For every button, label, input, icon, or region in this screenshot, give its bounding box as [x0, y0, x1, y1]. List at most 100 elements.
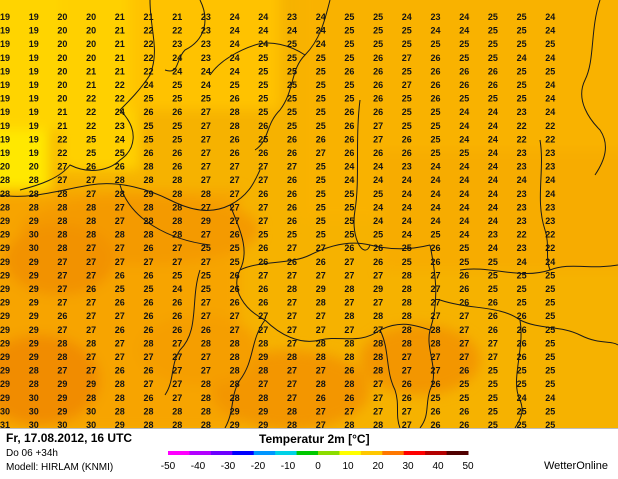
temperature-value: 24	[545, 26, 555, 36]
temperature-value: 20	[86, 39, 96, 49]
temperature-value: 28	[344, 379, 354, 389]
temperature-value: 26	[459, 80, 469, 90]
temperature-value: 27	[172, 257, 182, 267]
temperature-value: 19	[29, 53, 39, 63]
temperature-value: 27	[201, 162, 211, 172]
temperature-value: 27	[115, 257, 125, 267]
temperature-value: 24	[172, 53, 182, 63]
temperature-value: 27	[316, 243, 326, 253]
temperature-value: 26	[230, 94, 240, 104]
temperature-value: 28	[143, 202, 153, 212]
temperature-value: 25	[430, 121, 440, 131]
temperature-value: 21	[115, 12, 125, 22]
temperature-value: 23	[545, 148, 555, 158]
temperature-value: 23	[430, 12, 440, 22]
temperature-value: 24	[430, 202, 440, 212]
temperature-value: 27	[86, 270, 96, 280]
temperature-value: 25	[316, 175, 326, 185]
color-scale-tick-label: -30	[221, 461, 236, 472]
temperature-value: 27	[287, 311, 297, 321]
temperature-value: 26	[459, 270, 469, 280]
temperature-value: 25	[344, 80, 354, 90]
temperature-value: 27	[201, 257, 211, 267]
temperature-value: 19	[0, 53, 10, 63]
temperature-value: 27	[201, 175, 211, 185]
temperature-value: 24	[201, 80, 211, 90]
temperature-value: 27	[373, 406, 383, 416]
temperature-value: 27	[430, 366, 440, 376]
temperature-value: 20	[57, 12, 67, 22]
temperature-value: 29	[29, 311, 39, 321]
temperature-value: 26	[459, 406, 469, 416]
temperature-value: 25	[344, 53, 354, 63]
temperature-value: 28	[0, 189, 10, 199]
temperature-value: 23	[172, 39, 182, 49]
temperature-value: 28	[0, 202, 10, 212]
temperature-value: 28	[57, 202, 67, 212]
color-scale-segment	[425, 451, 448, 455]
temperature-value: 29	[57, 379, 67, 389]
temperature-value: 29	[0, 338, 10, 348]
temperature-value: 23	[201, 53, 211, 63]
temperature-value: 25	[172, 80, 182, 90]
temperature-value: 24	[258, 39, 268, 49]
temperature-value: 25	[545, 338, 555, 348]
temperature-value: 28	[230, 352, 240, 362]
temperature-value: 23	[517, 107, 527, 117]
temperature-value: 27	[287, 162, 297, 172]
temperature-value: 22	[143, 53, 153, 63]
temperature-value: 25	[287, 230, 297, 240]
temperature-value: 27	[344, 270, 354, 280]
temperature-value: 27	[373, 325, 383, 335]
temperature-value: 24	[230, 66, 240, 76]
temperature-value: 29	[86, 379, 96, 389]
temperature-value: 28	[373, 311, 383, 321]
temperature-value: 27	[172, 338, 182, 348]
color-scale-ticks: -50 -40 -30 -20 -10 0 10 20 30 40 50	[161, 461, 474, 472]
temperature-value: 27	[201, 366, 211, 376]
temperature-value: 27	[258, 325, 268, 335]
temperature-value: 23	[517, 243, 527, 253]
temperature-value: 20	[57, 94, 67, 104]
temperature-value: 28	[230, 338, 240, 348]
temperature-value: 20	[57, 39, 67, 49]
temperature-value: 28	[316, 379, 326, 389]
temperature-value: 27	[287, 270, 297, 280]
temperature-value: 22	[57, 148, 67, 158]
temperature-value: 27	[258, 270, 268, 280]
temperature-value: 26	[258, 298, 268, 308]
temperature-value: 24	[459, 216, 469, 226]
temperature-value: 25	[287, 107, 297, 117]
temperature-value: 25	[545, 66, 555, 76]
temperature-value: 26	[258, 257, 268, 267]
temperature-value: 25	[258, 230, 268, 240]
temperature-value: 28	[172, 175, 182, 185]
temperature-value: 28	[172, 230, 182, 240]
temperature-value: 22	[143, 66, 153, 76]
temperature-value: 29	[0, 352, 10, 362]
temperature-value: 28	[172, 216, 182, 226]
temperature-value: 28	[402, 270, 412, 280]
temperature-value: 26	[258, 121, 268, 131]
temperature-value: 26	[344, 66, 354, 76]
temperature-value: 31	[0, 420, 10, 428]
temperature-value: 26	[488, 325, 498, 335]
temperature-value: 27	[344, 325, 354, 335]
temperature-value: 28	[29, 189, 39, 199]
temperature-value: 28	[373, 352, 383, 362]
temperature-value: 24	[258, 12, 268, 22]
temperature-value: 25	[201, 284, 211, 294]
temperature-value: 25	[258, 107, 268, 117]
temperature-value: 24	[488, 175, 498, 185]
temperature-value: 25	[316, 94, 326, 104]
temperature-value: 27	[373, 121, 383, 131]
temperature-value: 19	[0, 121, 10, 131]
temperature-value: 27	[459, 311, 469, 321]
temperature-value: 25	[488, 420, 498, 428]
temperature-value: 22	[86, 107, 96, 117]
temperature-value: 28	[344, 338, 354, 348]
temperature-value: 19	[0, 134, 10, 144]
temperature-value: 27	[402, 80, 412, 90]
temperature-value: 25	[430, 393, 440, 403]
temperature-value: 24	[172, 66, 182, 76]
